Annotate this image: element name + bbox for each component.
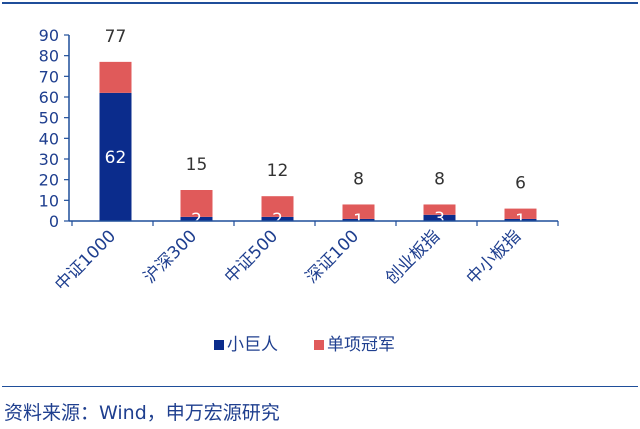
legend: 小巨人 单项冠军 <box>214 335 395 355</box>
legend-label: 小巨人 <box>227 335 278 355</box>
data-label-total: 8 <box>434 169 445 189</box>
x-tick-label: 沪深300 <box>140 226 201 287</box>
y-tick-label: 20 <box>39 171 59 190</box>
y-tick-label: 60 <box>39 88 59 107</box>
bar-danxiangguanjun <box>180 190 213 217</box>
bar-xiaojuren <box>423 214 456 221</box>
bar-xiaojuren <box>504 218 537 221</box>
y-tick-label: 90 <box>39 26 59 45</box>
y-tick-label: 0 <box>49 212 59 231</box>
data-label-inner: 3 <box>434 209 445 229</box>
bar-xiaojuren <box>342 218 375 221</box>
y-tick-label: 10 <box>39 191 59 210</box>
data-label-total: 15 <box>186 155 208 175</box>
y-tick-label: 40 <box>39 129 59 148</box>
x-axis: 中证1000 沪深300 中证500 深证100 创业板指 中小板指 <box>51 220 559 295</box>
x-tick-label: 中证500 <box>221 226 282 287</box>
bar-danxiangguanjun <box>423 204 456 215</box>
y-tick-label: 80 <box>39 47 59 66</box>
bar-danxiangguanjun <box>342 204 375 219</box>
legend-swatch <box>314 340 324 350</box>
bar-xiaojuren <box>99 92 132 221</box>
x-tick-label: 中证1000 <box>51 226 120 295</box>
source-note: 资料来源：Wind，申万宏源研究 <box>4 402 280 424</box>
legend-label: 单项冠军 <box>327 335 395 355</box>
bar-xiaojuren <box>261 216 294 221</box>
x-tick-label: 中小板指 <box>463 226 525 288</box>
bottom-rule <box>2 386 638 387</box>
data-label-total: 77 <box>105 27 127 47</box>
y-tick-label: 50 <box>39 109 59 128</box>
y-tick-label: 70 <box>39 67 59 86</box>
top-rule <box>2 2 638 4</box>
data-label-inner: 62 <box>105 148 127 168</box>
legend-swatch <box>214 340 224 350</box>
data-label-inner: 2 <box>272 210 283 230</box>
x-tick-label: 深证100 <box>302 226 363 287</box>
data-label-total: 8 <box>353 169 364 189</box>
data-label-total: 6 <box>515 174 526 194</box>
bar-danxiangguanjun <box>261 196 294 217</box>
bars <box>99 61 537 221</box>
bar-danxiangguanjun <box>99 61 132 93</box>
data-label-inner: 2 <box>191 210 202 230</box>
bar-danxiangguanjun <box>504 208 537 219</box>
data-label-total: 12 <box>267 161 289 181</box>
y-tick-label: 30 <box>39 150 59 169</box>
x-tick-label: 创业板指 <box>382 226 444 288</box>
bar-xiaojuren <box>180 216 213 221</box>
